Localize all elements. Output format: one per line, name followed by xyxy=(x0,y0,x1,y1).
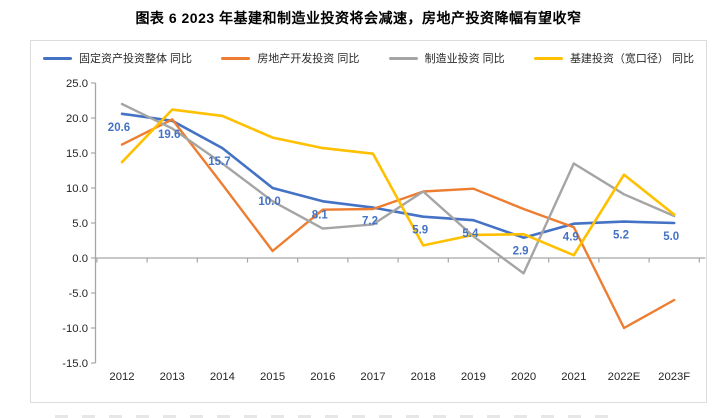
legend-line-swatch-blue xyxy=(43,56,72,60)
figure-title: 图表 6 2023 年基建和制造业投资将会减速，房地产投资降幅有望收窄 xyxy=(135,10,582,26)
legend-label: 房地产开发投资 同比 xyxy=(257,53,360,65)
legend-item-manufacturing: 制造业投资 同比 xyxy=(388,50,505,66)
legend-line-swatch-orange xyxy=(221,56,251,60)
chart-panel: 固定资产投资整体 同比 房地产开发投资 同比 制造业投资 同比 基建投资（宽口径… xyxy=(30,40,707,403)
legend-label: 固定资产投资整体 同比 xyxy=(79,53,193,65)
legend-line-swatch-gray xyxy=(388,56,418,60)
cropped-text-remnant xyxy=(55,415,615,418)
legend-label: 制造业投资 同比 xyxy=(424,53,505,65)
legend-line-swatch-yellow xyxy=(533,56,563,60)
legend-label: 基建投资（宽口径） 同比 xyxy=(569,53,694,65)
legend-item-real-estate: 房地产开发投资 同比 xyxy=(221,50,359,66)
legend-item-fai: 固定资产投资整体 同比 xyxy=(43,50,192,66)
legend: 固定资产投资整体 同比 房地产开发投资 同比 制造业投资 同比 基建投资（宽口径… xyxy=(31,50,706,66)
legend-item-infrastructure: 基建投资（宽口径） 同比 xyxy=(533,50,694,66)
